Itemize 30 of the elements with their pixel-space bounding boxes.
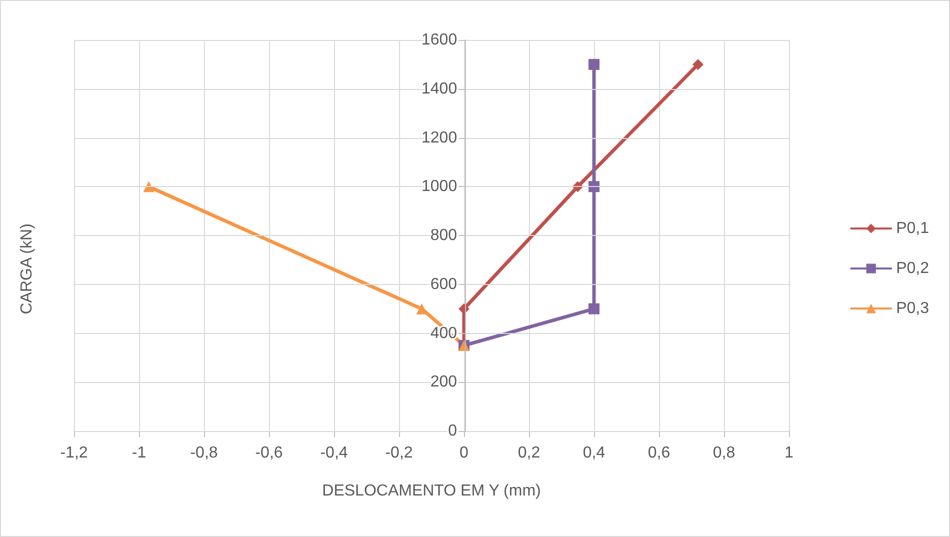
x-tick-label: -0,2 (385, 444, 413, 462)
y-tick-label: 200 (430, 374, 458, 391)
x-tick-label: 0,6 (648, 444, 670, 462)
point (588, 181, 600, 192)
y-tick-label: 0 (448, 422, 458, 440)
y-tick-label: 1000 (421, 178, 458, 196)
y-tick-label: 1400 (421, 80, 458, 98)
x-tick-label: -0,6 (255, 444, 283, 462)
x-tick-label: -1,2 (60, 444, 88, 462)
y-tick-label: 400 (430, 324, 458, 342)
y-tick-label: 600 (430, 276, 458, 293)
x-tick-label: -0,8 (190, 444, 218, 462)
legend-label: P0,1 (896, 220, 930, 237)
x-tick-label: 0,8 (712, 444, 736, 462)
point (588, 58, 600, 70)
x-tick-label: -0,4 (320, 444, 348, 462)
x-axis-title: DESLOCAMENTO EM Y (mm) (322, 482, 541, 500)
x-tick-label: 0 (460, 444, 469, 462)
legend-label: P0,3 (896, 300, 930, 317)
x-tick-label: -1 (132, 444, 146, 462)
legend-label: P0,2 (896, 260, 930, 277)
y-tick-label: 1600 (421, 32, 458, 48)
x-tick-label: 0,4 (582, 444, 606, 462)
y-axis-title: CARGA (kN) (18, 224, 36, 314)
y-tick-label: 1200 (421, 129, 458, 146)
point (588, 303, 600, 314)
point (692, 58, 704, 70)
x-tick-label: 0,2 (518, 444, 540, 462)
x-tick-label: 1 (784, 444, 794, 462)
y-tick-label: 800 (430, 227, 458, 244)
